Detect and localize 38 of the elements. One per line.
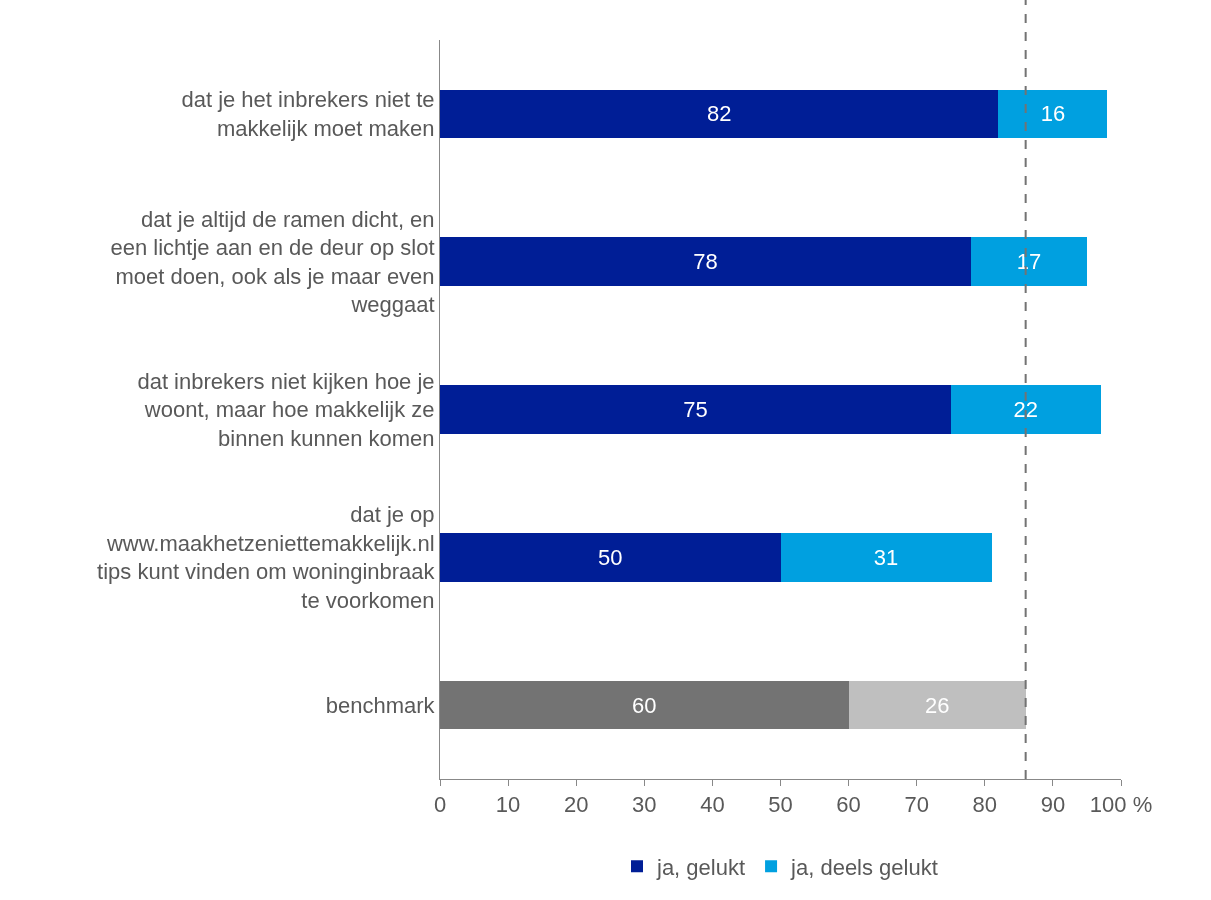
bar: [440, 532, 781, 582]
y-tick-label: benchmark: [325, 692, 436, 718]
legend-label: ja, gelukt: [656, 854, 746, 880]
bar: [971, 237, 1087, 287]
y-tick-label: dat inbrekers niet kijken hoe je woont, maar hoe makkelijk ze binnen kunnen komen: [137, 368, 435, 451]
bar: [848, 680, 1026, 730]
x-tick-label: 80: [972, 792, 998, 818]
x-tick-label: 10: [495, 792, 521, 818]
x-tick-label: 100 %: [1089, 792, 1153, 818]
x-tick-label: 60: [836, 792, 861, 818]
bar: [998, 89, 1108, 139]
bar: [780, 532, 992, 582]
data-label: 17: [1016, 249, 1042, 275]
data-label: 26: [924, 692, 950, 718]
bar: [440, 89, 999, 139]
data-label: 60: [632, 692, 657, 718]
x-tick-label: 90: [1040, 792, 1066, 818]
bar: [440, 680, 849, 730]
data-label: 82: [706, 101, 732, 127]
bar: [440, 385, 951, 434]
x-tick-label: 40: [700, 792, 725, 818]
legend-label: ja, deels gelukt: [790, 854, 938, 880]
data-label: 50: [598, 544, 623, 570]
data-label: 78: [693, 249, 718, 275]
x-tick-label: 20: [563, 792, 589, 818]
bar: [950, 385, 1101, 434]
data-label: 31: [873, 544, 899, 570]
data-label: 22: [1013, 397, 1038, 422]
x-tick-label: 0: [433, 792, 447, 818]
y-tick-label: dat je op www.maakhetzeniettemakkelijk.nl tips kunt vinden om woninginbraak te voorkomen: [97, 502, 436, 613]
x-tick-label: 70: [904, 792, 929, 818]
data-label: 16: [1040, 101, 1066, 127]
y-tick-label: dat je het inbrekers niet te makkelijk moet maken: [181, 87, 435, 141]
y-tick-label: dat je altijd de ramen dicht, en een lichtje aan en de deur op slot moet doen, ook als je maar even weggaat: [110, 206, 435, 318]
bar: [440, 237, 972, 287]
x-tick-label: 30: [632, 792, 657, 818]
data-label: 75: [683, 397, 708, 422]
x-tick-label: 50: [768, 792, 793, 818]
